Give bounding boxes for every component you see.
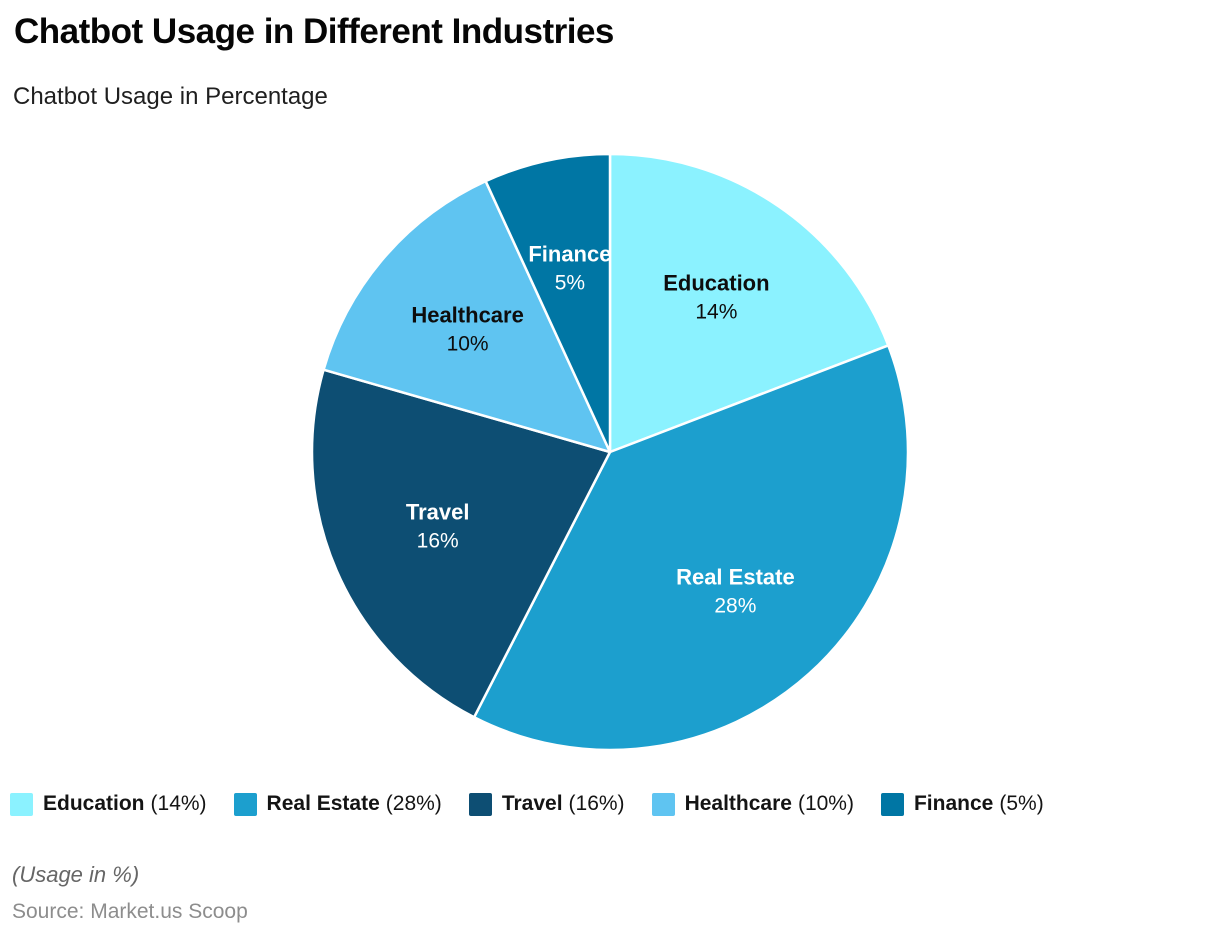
legend-percent: (16%) — [568, 792, 625, 815]
legend-percent: (28%) — [385, 792, 442, 815]
legend-label: Real Estate — [266, 792, 380, 815]
legend-item-healthcare[interactable]: Healthcare (10%) — [651, 792, 854, 816]
pie-slice-real-estate[interactable] — [472, 344, 910, 752]
slice-label-real-estate: Real Estate — [676, 565, 795, 590]
slice-label-education: Education — [663, 270, 769, 295]
legend-label: Finance — [913, 792, 994, 815]
legend-label: Travel — [501, 792, 563, 815]
legend-label: Healthcare — [684, 792, 792, 815]
legend-item-education[interactable]: Education (14%) — [10, 792, 207, 816]
legend-percent: (5%) — [999, 792, 1044, 815]
pie-slice-education[interactable] — [608, 152, 890, 454]
legend-item-real-estate[interactable]: Real Estate (28%) — [233, 792, 442, 816]
legend-item-finance[interactable]: Finance (5%) — [880, 792, 1044, 816]
source-note: Source: Market.us Scoop — [12, 900, 248, 923]
slice-value-finance: 5% — [555, 272, 585, 295]
slice-label-travel: Travel — [406, 500, 470, 525]
legend-swatch-education — [10, 792, 33, 816]
page-title: Chatbot Usage in Different Industries — [14, 12, 614, 51]
legend-swatch-real-estate — [233, 792, 257, 816]
pie-slice-travel[interactable] — [310, 368, 612, 719]
slice-value-education: 14% — [695, 300, 737, 323]
pie-slice-finance[interactable] — [484, 152, 612, 454]
slice-value-healthcare: 10% — [447, 333, 489, 356]
legend-percent: (10%) — [797, 792, 854, 815]
legend-swatch-finance — [880, 792, 904, 816]
pie-slice-healthcare[interactable] — [322, 179, 612, 454]
pie-chart: Education 14% Real Estate 28% Travel 16% Healt… — [310, 152, 910, 752]
slice-value-travel: 16% — [417, 530, 459, 553]
slice-value-real-estate: 28% — [714, 595, 756, 618]
legend-swatch-healthcare — [651, 792, 675, 816]
chart-legend: Education (14%) Real Estate (28%) Travel (16%… — [10, 792, 1044, 816]
slice-label-finance: Finance — [528, 242, 611, 267]
legend-percent: (14%) — [150, 792, 207, 815]
legend-swatch-travel — [468, 792, 492, 816]
slice-label-healthcare: Healthcare — [411, 303, 524, 328]
chart-subtitle: Chatbot Usage in Percentage — [13, 83, 328, 110]
legend-item-travel[interactable]: Travel (16%) — [468, 792, 625, 816]
legend-label: Education — [43, 792, 145, 815]
units-note: (Usage in %) — [12, 862, 140, 887]
